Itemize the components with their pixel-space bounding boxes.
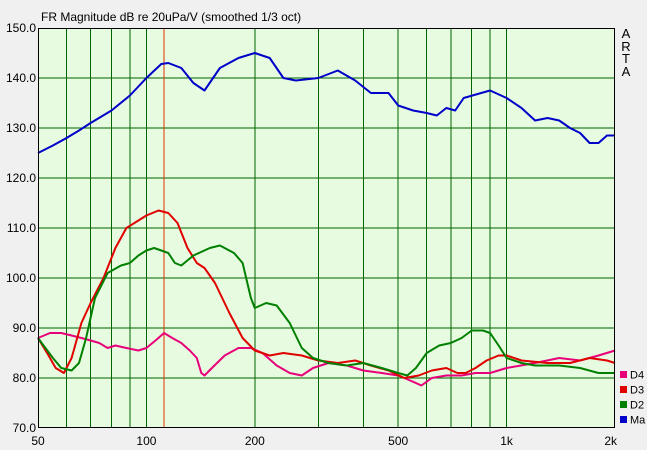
x-tick-label: 2k bbox=[604, 434, 618, 448]
watermark-letter: R bbox=[621, 38, 631, 54]
legend-label: D3 bbox=[630, 385, 644, 397]
series-line-d4 bbox=[37, 332, 616, 387]
legend-swatch bbox=[620, 416, 627, 423]
arta-watermark: A R T A bbox=[619, 26, 633, 79]
x-tick-label: 100 bbox=[136, 434, 156, 448]
y-tick-label: 100.0 bbox=[6, 271, 36, 285]
legend-label: D4 bbox=[630, 370, 644, 382]
series-line-d2 bbox=[37, 244, 615, 377]
legend-label: Ma bbox=[630, 415, 646, 427]
x-tick-label: 1k bbox=[500, 434, 514, 448]
y-tick-label: 90.0 bbox=[13, 321, 37, 335]
watermark-letter: A bbox=[621, 26, 631, 41]
y-tick-labels: 70.0 80.0 90.0 100.0 110.0 120.0 130.0 140.0 150… bbox=[6, 21, 36, 435]
y-tick-label: 150.0 bbox=[6, 21, 36, 35]
y-tick-label: 70.0 bbox=[13, 421, 37, 435]
plot-frame bbox=[38, 28, 615, 428]
watermark-letter: A bbox=[621, 63, 631, 79]
series-lines bbox=[37, 52, 616, 387]
grid bbox=[38, 28, 615, 428]
x-tick-labels: 50 100 200 500 1k 2k bbox=[31, 434, 618, 448]
legend-swatch bbox=[620, 371, 627, 378]
legend-label: D2 bbox=[630, 400, 644, 412]
series-line-d3 bbox=[37, 209, 616, 379]
legend-swatch bbox=[620, 401, 627, 408]
y-tick-label: 120.0 bbox=[6, 171, 36, 185]
y-tick-label: 110.0 bbox=[7, 221, 36, 235]
series-line-ma bbox=[37, 52, 615, 154]
legend: D4 D3 D2 Ma bbox=[620, 370, 646, 427]
legend-swatch bbox=[620, 386, 627, 393]
x-tick-label: 200 bbox=[245, 434, 265, 448]
y-tick-label: 80.0 bbox=[13, 371, 37, 385]
x-tick-label: 500 bbox=[388, 434, 408, 448]
y-tick-label: 140.0 bbox=[6, 71, 36, 85]
x-tick-label: 50 bbox=[31, 434, 45, 448]
y-tick-label: 130.0 bbox=[6, 121, 36, 135]
chart-title: FR Magnitude dB re 20uPa/V (smoothed 1/3… bbox=[41, 10, 301, 24]
watermark-letter: T bbox=[622, 51, 630, 66]
